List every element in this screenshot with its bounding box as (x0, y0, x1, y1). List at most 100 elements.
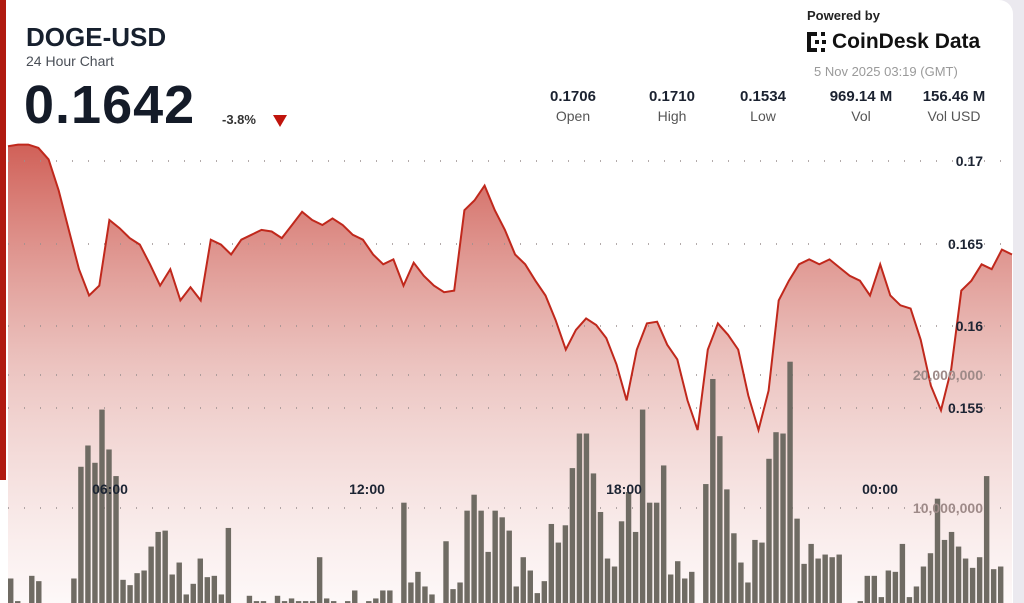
volume-bar (316, 557, 323, 603)
volume-bar (366, 601, 372, 603)
volume-bar (478, 510, 484, 603)
volume-bar (330, 601, 337, 603)
volume-bar (78, 466, 84, 603)
logo-text: CoinDesk Data (832, 30, 981, 53)
volume-bar (443, 541, 449, 603)
stat-label: High (657, 108, 687, 124)
volume-bar (555, 542, 562, 603)
price-area (8, 144, 1012, 603)
volume-bar (625, 492, 632, 603)
volume-bar (408, 582, 414, 603)
volume-bar (885, 570, 892, 603)
stat-label: Open (555, 108, 591, 124)
volume-bar (506, 530, 512, 603)
volume-bar (106, 449, 112, 603)
volume-bar (513, 586, 519, 603)
x-tick-label: 18:00 (606, 481, 642, 497)
volume-bar (689, 571, 695, 603)
volume-bar (352, 590, 358, 603)
volume-bar (583, 433, 590, 603)
volume-bar (927, 553, 934, 603)
volume-bar (8, 578, 14, 603)
volume-bar (450, 589, 456, 603)
volume-bar (597, 511, 604, 603)
coindesk-logo-icon (807, 32, 826, 52)
volume-bar (457, 582, 463, 603)
volume-bar (766, 458, 772, 603)
volume-bar (934, 498, 941, 603)
volume-bar (604, 558, 611, 603)
volume-bar (969, 567, 976, 603)
price-tick-label: 0.16 (956, 318, 983, 334)
coindesk-data-logo[interactable]: CoinDesk Data (806, 30, 980, 54)
volume-bar (127, 585, 133, 603)
volume-bar (682, 578, 688, 603)
volume-bar (415, 571, 421, 603)
price-change: -3.8% (222, 112, 256, 127)
volume-bar (246, 595, 253, 603)
volume-bar (225, 527, 232, 603)
volume-bar (759, 542, 765, 603)
volume-bar (36, 581, 42, 603)
stat-value: 0.1710 (649, 88, 695, 105)
volume-bar (15, 601, 21, 603)
volume-bar (85, 445, 91, 603)
volume-bar (387, 590, 393, 603)
price-line (7, 143, 1013, 434)
current-price: 0.1642 (24, 75, 196, 135)
volume-bar (534, 593, 541, 603)
volume-bar (829, 557, 835, 603)
powered-by-label: Powered by (807, 8, 880, 23)
volume-bar (323, 598, 330, 603)
volume-bar (562, 525, 569, 603)
volume-bar (401, 502, 407, 603)
volume-bar (253, 601, 260, 603)
volume-bar (99, 409, 105, 603)
price-tick-label: 0.155 (948, 400, 983, 416)
volume-bar (569, 468, 576, 603)
volume-bar (801, 563, 807, 603)
volume-bar (373, 598, 379, 603)
volume-bar (155, 531, 161, 603)
volume-bar (731, 533, 737, 603)
volume-bar (176, 562, 182, 603)
volume-bar (787, 361, 793, 603)
volume-bar (590, 473, 597, 603)
volume-bar (29, 575, 35, 603)
stat-vol-usd: 156.46 M Vol USD (909, 88, 999, 124)
volume-bar (295, 601, 302, 603)
stat-vol: 969.14 M Vol (816, 88, 906, 124)
volume-tick-label: 20,000,000 (913, 367, 983, 383)
volume-bar (703, 484, 709, 603)
volume-bar (653, 502, 660, 603)
volume-bar (548, 523, 555, 603)
price-tick-label: 0.17 (956, 153, 983, 169)
volume-bar (724, 489, 730, 603)
volume-bar (660, 465, 667, 603)
volume-bar (618, 521, 625, 603)
volume-bar (738, 562, 744, 603)
volume-bar (920, 566, 927, 603)
volume-bar (464, 510, 470, 603)
volume-bar (773, 432, 779, 603)
volume-bar (309, 601, 316, 603)
volume-bar (183, 594, 189, 603)
volume-bar (499, 517, 505, 603)
volume-bar (913, 586, 920, 603)
volume-bar (899, 543, 906, 603)
volume-bar (667, 574, 674, 603)
volume-bar (745, 582, 751, 603)
volume-bar (169, 574, 175, 603)
volume-bar (274, 595, 281, 603)
volume-bar (288, 598, 295, 603)
symbol-title: DOGE-USD (26, 22, 167, 52)
volume-bar (211, 575, 218, 603)
stat-value: 156.46 M (922, 88, 986, 105)
volume-bar (281, 601, 288, 603)
volume-bar (976, 557, 983, 603)
volume-bar (941, 539, 948, 603)
stat-value: 969.14 M (829, 88, 893, 105)
volume-bar (675, 561, 681, 603)
volume-bar (429, 594, 435, 603)
